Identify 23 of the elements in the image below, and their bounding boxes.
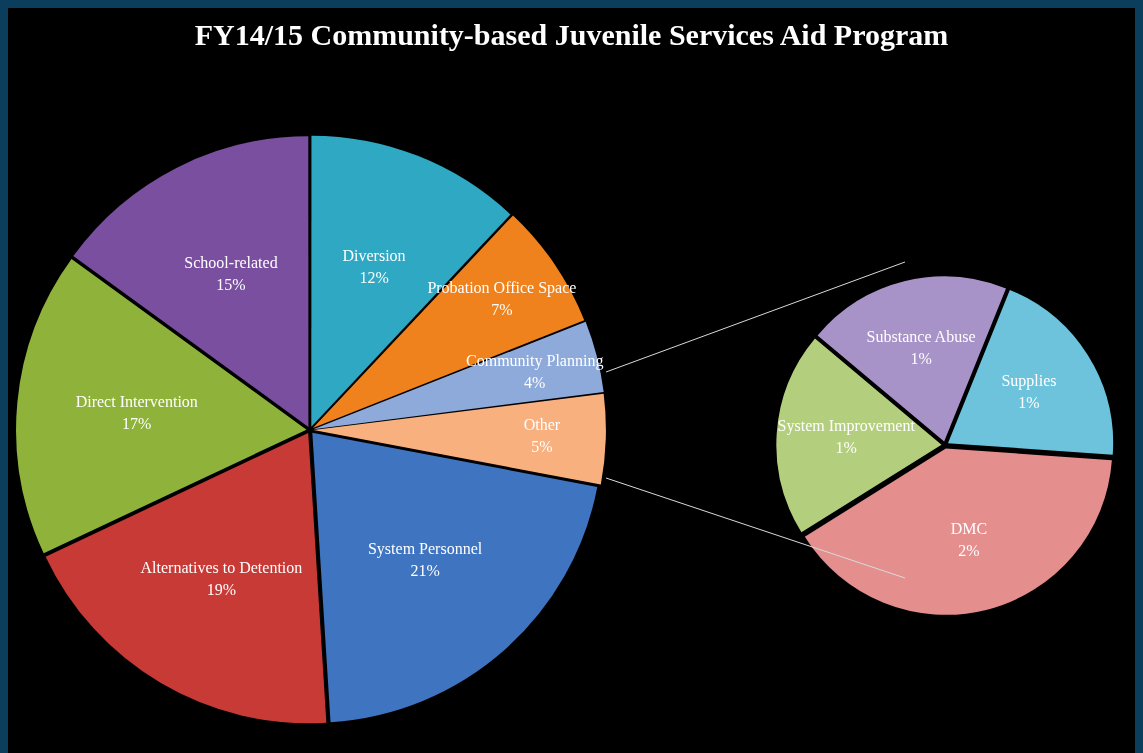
data-label: 2% <box>958 542 980 560</box>
slice-label: Other <box>523 416 561 434</box>
slice-label: Direct Intervention <box>75 392 198 410</box>
data-label: 12% <box>359 269 389 287</box>
data-label: 21% <box>410 561 440 579</box>
data-label: 15% <box>216 276 246 294</box>
slice-label: Diversion <box>342 247 406 265</box>
slice-label: System Improvement <box>777 417 916 436</box>
slice-label: Supplies <box>1001 371 1057 390</box>
data-label: 4% <box>524 373 546 391</box>
slice-label: DMC <box>950 520 988 538</box>
slice-label: Substance Abuse <box>866 328 976 346</box>
slice-label: School-related <box>184 254 278 272</box>
data-label: 7% <box>491 300 513 318</box>
data-label: 1% <box>910 350 932 368</box>
data-label: 1% <box>1018 393 1040 411</box>
data-label: 19% <box>206 580 237 598</box>
data-label: 5% <box>531 438 553 456</box>
chart-title: FY14/15 Community-based Juvenile Services Aid Program <box>193 18 950 52</box>
data-label: 1% <box>835 439 857 457</box>
slice-label: System Personnel <box>367 539 483 558</box>
slice-label: Alternatives to Detention <box>140 558 303 576</box>
data-label: 17% <box>122 414 152 432</box>
